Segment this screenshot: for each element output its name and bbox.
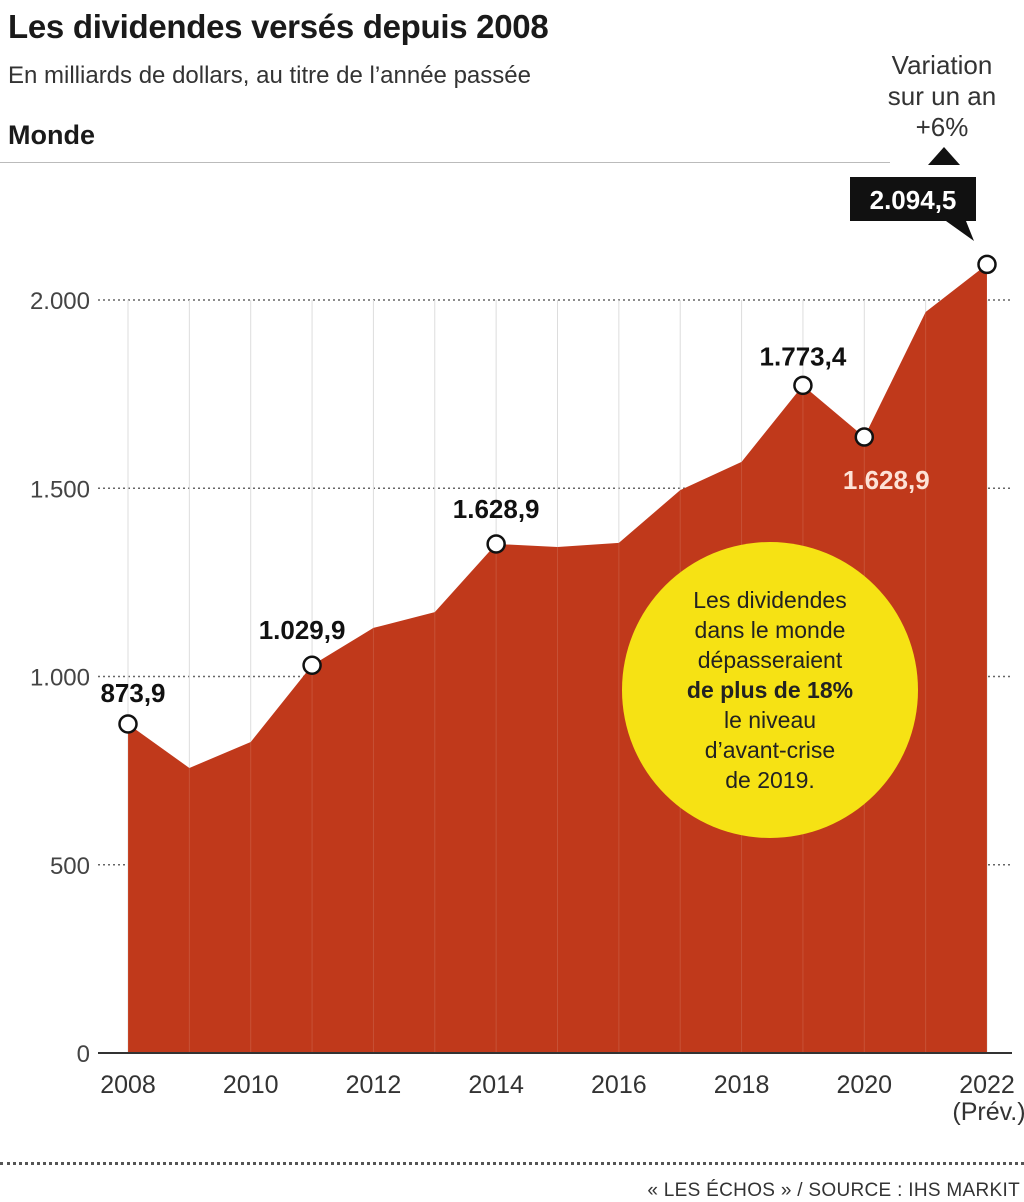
- footer-divider: [0, 1162, 1024, 1165]
- value-label-box: [850, 177, 976, 241]
- chart-subtitle: En milliards de dollars, au titre de l’a…: [8, 62, 531, 89]
- bubble-line: d’avant-crise: [704, 737, 836, 763]
- bubble-line-bold: de plus de 18%: [686, 677, 854, 703]
- value-label: 1.773,4: [760, 341, 847, 371]
- region-label: Monde: [8, 120, 95, 150]
- bubble-line: de 2019.: [725, 767, 815, 793]
- data-point-marker: [793, 375, 813, 396]
- bubble-line: Les dividendes: [693, 587, 847, 613]
- chart-title: Les dividendes versés depuis 2008: [8, 8, 549, 45]
- value-label: 1.628,9: [453, 494, 540, 524]
- value-label: 2.094,5: [870, 185, 957, 215]
- x-tick-label: 2018: [714, 1071, 770, 1099]
- y-tick-label: 500: [50, 853, 90, 880]
- up-arrow-icon: [928, 147, 960, 165]
- x-tick-note: (Prév.): [952, 1098, 1024, 1126]
- x-tick-label: 2020: [836, 1071, 892, 1099]
- value-label: 1.628,9: [843, 465, 930, 495]
- data-point-marker: [302, 655, 322, 675]
- variation-line2: sur un an: [887, 81, 997, 111]
- area-series: [128, 264, 987, 1053]
- source-credit: « LES ÉCHOS » / SOURCE : IHS MARKIT: [647, 1180, 1020, 1201]
- value-label: 1.029,9: [259, 615, 346, 645]
- variation-line1: Variation: [891, 50, 993, 80]
- y-tick-label: 1.000: [30, 665, 90, 692]
- callout-bubble: Les dividendes dans le monde dépasseraie…: [622, 542, 918, 838]
- x-tick-label: 2008: [100, 1071, 156, 1099]
- variation-value: +6%: [915, 112, 969, 142]
- bubble-line: dans le monde: [694, 617, 846, 643]
- value-label: 873,9: [100, 678, 165, 708]
- data-point-marker: [118, 714, 138, 734]
- x-tick-label: 2014: [468, 1071, 524, 1099]
- x-tick-label: 2012: [346, 1071, 402, 1099]
- y-tick-label: 1.500: [30, 476, 90, 503]
- variation-note: Variation sur un an +6%: [860, 50, 1024, 143]
- x-tick-label: 2022: [959, 1071, 1015, 1099]
- x-tick-label: 2010: [223, 1071, 279, 1099]
- x-tick-label: 2016: [591, 1071, 647, 1099]
- bubble-line: le niveau: [723, 707, 817, 733]
- data-point-marker: [854, 427, 875, 447]
- data-point-marker: [486, 534, 506, 554]
- header-divider: [0, 162, 890, 163]
- y-tick-label: 2.000: [30, 288, 90, 315]
- y-tick-label: 0: [77, 1041, 90, 1068]
- data-point-marker: [977, 254, 997, 275]
- bubble-line: dépasseraient: [697, 647, 843, 673]
